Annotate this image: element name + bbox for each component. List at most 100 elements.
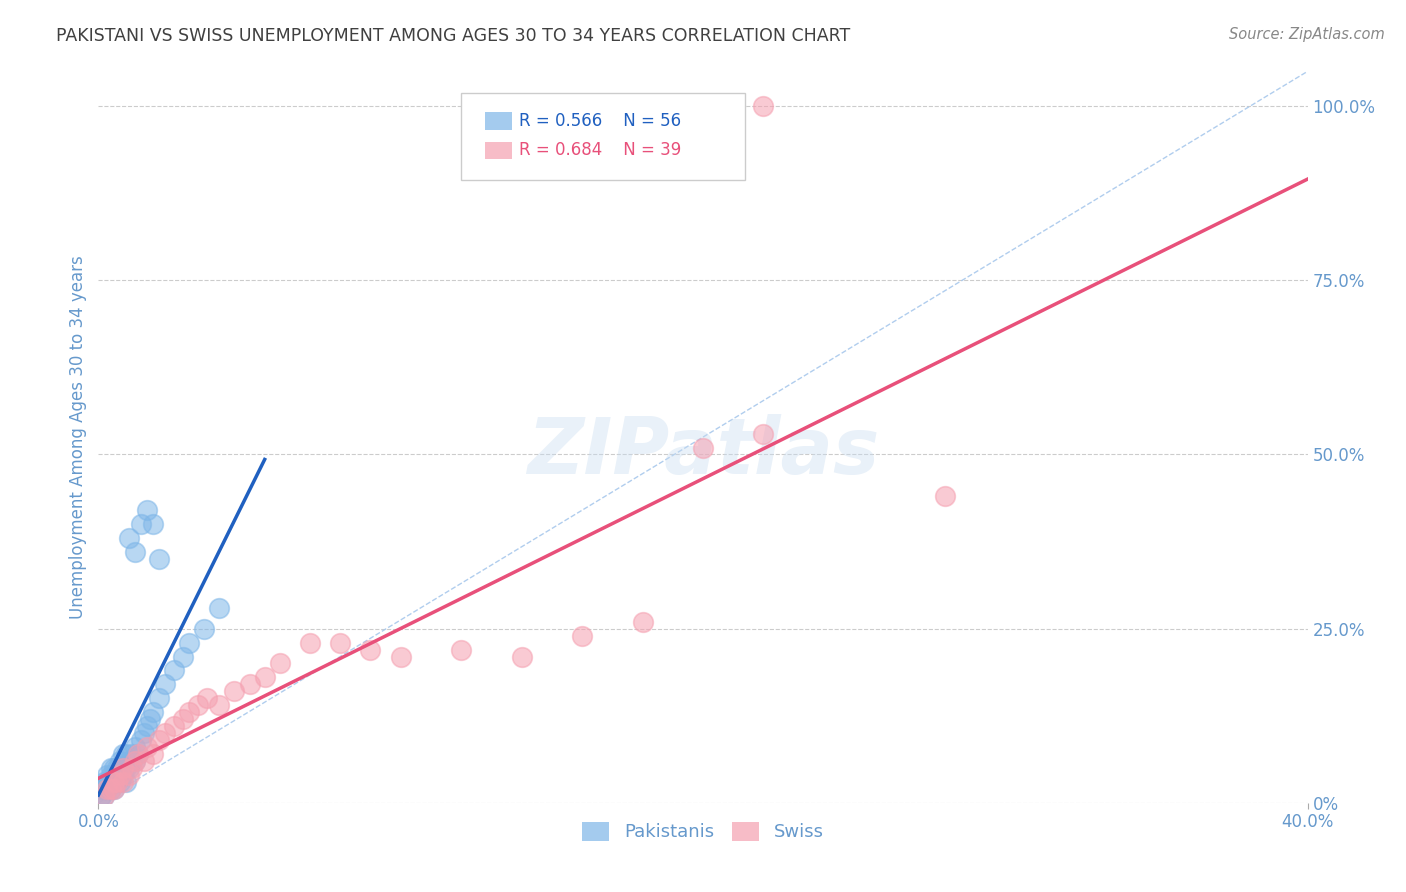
Point	[93, 789, 115, 803]
Point	[114, 761, 136, 775]
Point	[121, 754, 143, 768]
Point	[148, 552, 170, 566]
Point	[111, 761, 134, 775]
Point	[103, 775, 125, 789]
Point	[148, 691, 170, 706]
Text: PAKISTANI VS SWISS UNEMPLOYMENT AMONG AGES 30 TO 34 YEARS CORRELATION CHART: PAKISTANI VS SWISS UNEMPLOYMENT AMONG AG…	[56, 27, 851, 45]
Point	[118, 754, 141, 768]
Point	[692, 441, 714, 455]
Point	[389, 649, 412, 664]
Point	[450, 642, 472, 657]
Point	[135, 719, 157, 733]
Point	[118, 768, 141, 782]
Point	[153, 677, 176, 691]
Point	[179, 635, 201, 649]
Point	[148, 733, 170, 747]
Point	[111, 775, 134, 789]
Point	[103, 781, 125, 796]
Point	[100, 761, 122, 775]
Point	[269, 657, 291, 671]
Point	[114, 775, 136, 789]
Point	[124, 545, 146, 559]
Point	[96, 781, 118, 796]
Point	[631, 615, 654, 629]
Text: Source: ZipAtlas.com: Source: ZipAtlas.com	[1229, 27, 1385, 42]
Point	[96, 775, 118, 789]
Point	[111, 768, 134, 782]
Point	[299, 635, 322, 649]
Point	[105, 775, 128, 789]
Point	[93, 781, 115, 796]
Point	[253, 670, 276, 684]
Point	[142, 747, 165, 761]
Point	[114, 747, 136, 761]
Point	[121, 761, 143, 775]
Point	[934, 489, 956, 503]
Point	[135, 740, 157, 755]
Point	[172, 649, 194, 664]
Point	[100, 775, 122, 789]
Point	[172, 712, 194, 726]
Point	[195, 691, 218, 706]
Point	[224, 684, 246, 698]
Point	[121, 747, 143, 761]
Point	[108, 768, 131, 782]
Point	[142, 517, 165, 532]
Point	[103, 775, 125, 789]
Point	[118, 531, 141, 545]
Text: ZIPatlas: ZIPatlas	[527, 414, 879, 490]
Point	[100, 768, 122, 782]
Point	[179, 705, 201, 719]
Point	[360, 642, 382, 657]
Y-axis label: Unemployment Among Ages 30 to 34 years: Unemployment Among Ages 30 to 34 years	[69, 255, 87, 619]
Point	[139, 712, 162, 726]
Bar	[485, 112, 512, 130]
Point	[105, 768, 128, 782]
Point	[90, 781, 112, 796]
Point	[153, 726, 176, 740]
Point	[100, 781, 122, 796]
Point	[129, 733, 152, 747]
Point	[96, 781, 118, 796]
Point	[124, 754, 146, 768]
Point	[571, 629, 593, 643]
Point	[239, 677, 262, 691]
Point	[129, 517, 152, 532]
Point	[132, 726, 155, 740]
Point	[142, 705, 165, 719]
Point	[105, 761, 128, 775]
Point	[111, 747, 134, 761]
Point	[100, 781, 122, 796]
Point	[105, 775, 128, 789]
FancyBboxPatch shape	[461, 94, 745, 179]
Point	[93, 781, 115, 796]
Point	[108, 775, 131, 789]
Point	[90, 789, 112, 803]
Point	[93, 789, 115, 803]
Legend: Pakistanis, Swiss: Pakistanis, Swiss	[575, 814, 831, 848]
Point	[187, 698, 209, 713]
Point	[510, 649, 533, 664]
Point	[103, 781, 125, 796]
Point	[163, 719, 186, 733]
Point	[193, 622, 215, 636]
Point	[108, 754, 131, 768]
Point	[208, 600, 231, 615]
Point	[108, 768, 131, 782]
Point	[127, 747, 149, 761]
Text: R = 0.684    N = 39: R = 0.684 N = 39	[519, 141, 682, 160]
Point	[163, 664, 186, 678]
Point	[96, 781, 118, 796]
Point	[752, 426, 775, 441]
Point	[127, 747, 149, 761]
Point	[124, 754, 146, 768]
Point	[111, 761, 134, 775]
Point	[90, 789, 112, 803]
Point	[93, 775, 115, 789]
Point	[96, 768, 118, 782]
Point	[132, 754, 155, 768]
Point	[135, 503, 157, 517]
Point	[329, 635, 352, 649]
Point	[118, 761, 141, 775]
Point	[103, 768, 125, 782]
